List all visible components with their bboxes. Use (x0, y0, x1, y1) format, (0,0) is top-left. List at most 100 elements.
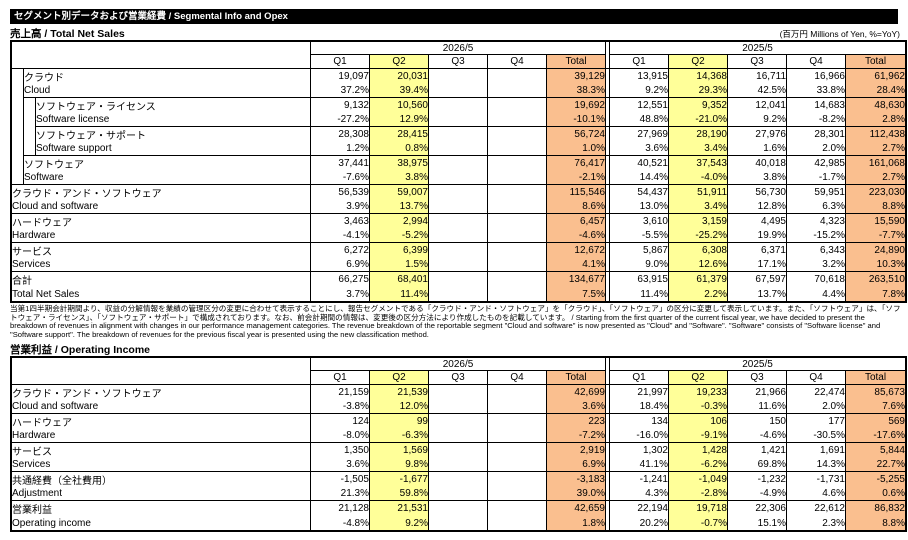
yoy-cell: -4.6% (547, 229, 606, 243)
segment-label-en: Software license (36, 113, 311, 127)
yoy-cell: 14.3% (787, 458, 846, 472)
yoy-cell: -30.5% (787, 429, 846, 443)
value-cell (488, 472, 547, 487)
yoy-cell: 9.0% (610, 258, 669, 272)
group-gap (606, 113, 610, 127)
yoy-cell: 2.0% (787, 400, 846, 414)
value-cell: 56,724 (547, 127, 606, 142)
value-cell: 112,438 (846, 127, 905, 142)
quarter-header: Q3 (728, 55, 787, 69)
yoy-cell: 17.1% (728, 258, 787, 272)
value-cell (488, 272, 547, 287)
segment-label-jp: サービス (12, 243, 311, 258)
yoy-cell: 2.0% (787, 142, 846, 156)
yoy-cell: 0.8% (370, 142, 429, 156)
value-cell: 12,672 (547, 243, 606, 258)
segment-row-yoy: Adjustment 21.3% 59.8% 39.0% 4.3% -2.8% -4.9% 4… (12, 487, 905, 501)
value-cell: 16,966 (787, 69, 846, 84)
value-cell (429, 243, 488, 258)
yoy-cell: 2.8% (846, 113, 905, 127)
value-cell: 1,350 (311, 443, 370, 458)
value-cell: 2,919 (547, 443, 606, 458)
value-cell: -5,255 (846, 472, 905, 487)
value-cell: 223,030 (846, 185, 905, 200)
yoy-cell: 29.3% (669, 84, 728, 98)
segment-row-yoy: Operating income -4.8% 9.2% 1.8% 20.2% -0.7% 1… (12, 516, 905, 530)
yoy-cell: 6.9% (311, 258, 370, 272)
value-cell (429, 385, 488, 400)
quarter-header: Q4 (787, 371, 846, 385)
value-cell: 14,683 (787, 98, 846, 113)
quarter-header: Q2 (370, 55, 429, 69)
quarter-header: Q2 (669, 55, 728, 69)
yoy-cell: -16.0% (610, 429, 669, 443)
value-cell: 150 (728, 414, 787, 429)
yoy-cell: 4.1% (547, 258, 606, 272)
yoy-cell: -6.3% (370, 429, 429, 443)
group-gap (606, 516, 610, 530)
value-cell: 134,677 (547, 272, 606, 287)
yoy-cell: 8.8% (846, 200, 905, 214)
value-cell (488, 98, 547, 113)
quarter-header: Q1 (610, 371, 669, 385)
value-cell: 22,474 (787, 385, 846, 400)
value-cell (429, 472, 488, 487)
yoy-cell: 2.7% (846, 142, 905, 156)
segment-row-values: サービス 1,350 1,569 2,919 1,302 1,428 1,421 1,691 5… (12, 443, 905, 458)
value-cell: 76,417 (547, 156, 606, 171)
quarter-header: Q4 (488, 371, 547, 385)
segment-label-jp: ソフトウェア (24, 156, 311, 171)
quarter-header: Q4 (488, 55, 547, 69)
value-cell: 22,612 (787, 501, 846, 516)
yoy-cell: 3.6% (547, 400, 606, 414)
yoy-cell (488, 458, 547, 472)
yoy-cell (429, 287, 488, 301)
segment-row-values: ソフトウェア・サポート 28,308 28,415 56,724 27,969 28,19… (12, 127, 905, 142)
group-gap (606, 69, 610, 84)
yoy-cell (488, 142, 547, 156)
yoy-cell (429, 458, 488, 472)
yoy-cell: -4.1% (311, 229, 370, 243)
group-gap (606, 229, 610, 243)
quarter-header: Total (846, 371, 905, 385)
yoy-cell: 42.5% (728, 84, 787, 98)
group-gap (606, 358, 610, 385)
value-cell (488, 214, 547, 229)
yoy-cell (429, 400, 488, 414)
group-gap (606, 472, 610, 487)
value-cell (429, 443, 488, 458)
yoy-cell: -4.8% (311, 516, 370, 530)
yoy-cell: 2.3% (787, 516, 846, 530)
unit-note: (百万円 Millions of Yen, %=YoY) (779, 29, 900, 39)
segment-row-values: クラウド 19,097 20,031 39,129 13,915 14,368 16,711… (12, 69, 905, 185)
yoy-cell: 1.5% (370, 258, 429, 272)
yoy-cell: 4.4% (787, 287, 846, 301)
group-gap (606, 429, 610, 443)
yoy-cell (429, 171, 488, 185)
value-cell: 9,352 (669, 98, 728, 113)
value-cell: 19,692 (547, 98, 606, 113)
value-cell: -1,677 (370, 472, 429, 487)
value-cell: 20,031 (370, 69, 429, 84)
value-cell: 56,539 (311, 185, 370, 200)
yoy-cell: 15.1% (728, 516, 787, 530)
value-cell: -1,505 (311, 472, 370, 487)
group-gap (606, 214, 610, 229)
yoy-cell (429, 113, 488, 127)
segment-row-values: ハードウェア 124 99 223 134 106 150 177 569 (12, 414, 905, 429)
segment-label-jp: ソフトウェア・ライセンス (36, 98, 311, 113)
segment-label-en: Operating income (12, 516, 311, 530)
segment-row-values: 営業利益 21,128 21,531 42,659 22,194 19,718 22,306… (12, 501, 905, 516)
yoy-cell: 3.8% (370, 171, 429, 185)
quarter-header: Q1 (311, 55, 370, 69)
yoy-cell: 9.2% (728, 113, 787, 127)
quarter-header: Q1 (610, 55, 669, 69)
yoy-cell (488, 287, 547, 301)
yoy-cell: 11.4% (370, 287, 429, 301)
yoy-cell (488, 84, 547, 98)
yoy-cell: 18.4% (610, 400, 669, 414)
yoy-cell: 20.2% (610, 516, 669, 530)
yoy-cell: 38.3% (547, 84, 606, 98)
segment-row-values: 共通経費（全社費用） -1,505 -1,677 -3,183 -1,241 -1,049… (12, 472, 905, 487)
yoy-cell: 4.6% (787, 487, 846, 501)
